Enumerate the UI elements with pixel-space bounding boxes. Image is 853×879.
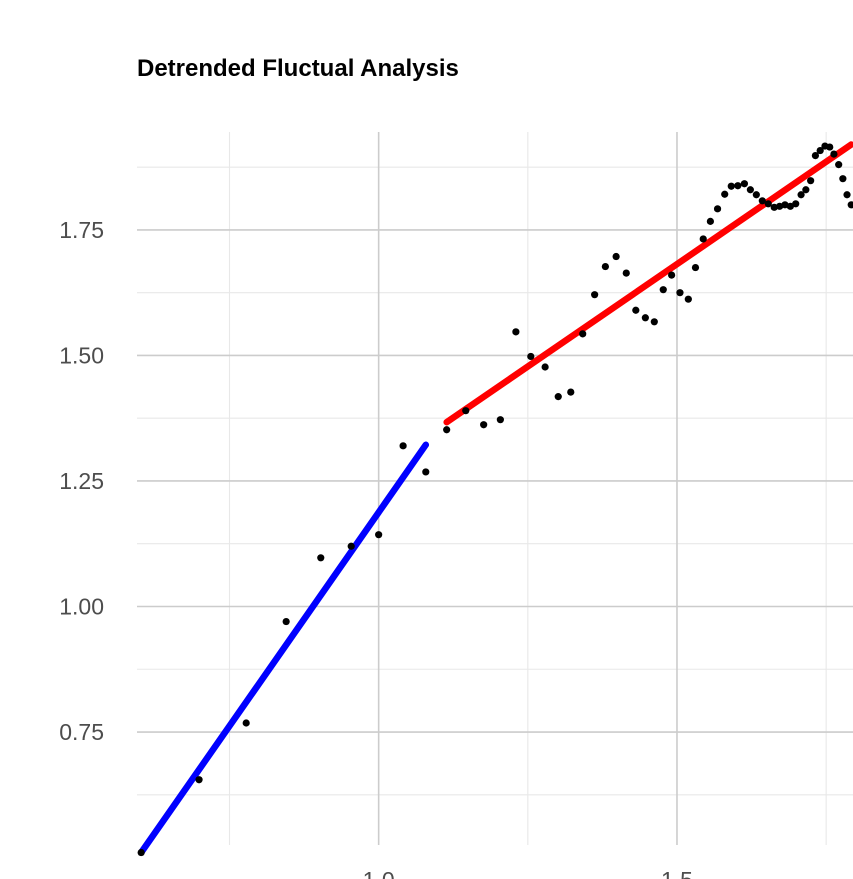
data-point bbox=[282, 617, 290, 626]
data-point bbox=[601, 262, 609, 271]
data-point bbox=[713, 205, 722, 213]
data-point bbox=[786, 202, 794, 210]
data-point bbox=[462, 407, 470, 415]
y-tick-label: 1.25 bbox=[59, 468, 104, 494]
data-point bbox=[541, 363, 549, 371]
data-point bbox=[317, 554, 325, 562]
data-point bbox=[816, 146, 824, 155]
data-point bbox=[443, 426, 451, 434]
data-point bbox=[375, 531, 383, 539]
data-point bbox=[650, 318, 658, 326]
data-point bbox=[807, 177, 815, 185]
data-point bbox=[830, 150, 838, 158]
data-point bbox=[752, 191, 760, 199]
fit-lines bbox=[137, 141, 853, 856]
x-tick-label: 1.5 bbox=[661, 867, 693, 879]
data-point bbox=[512, 328, 520, 336]
data-point bbox=[641, 314, 649, 322]
data-point bbox=[740, 180, 749, 188]
data-point bbox=[847, 201, 853, 209]
y-tick-label: 1.00 bbox=[59, 593, 104, 619]
data-point bbox=[242, 719, 250, 727]
data-point bbox=[676, 289, 684, 297]
fit-line-red bbox=[443, 141, 853, 426]
data-point bbox=[137, 848, 145, 857]
data-point bbox=[668, 271, 676, 279]
data-point bbox=[554, 393, 562, 401]
data-point bbox=[659, 286, 667, 294]
data-point bbox=[579, 330, 587, 338]
data-point bbox=[839, 175, 847, 183]
data-point bbox=[612, 252, 620, 261]
y-axis-tick-labels: 0.75 1.00 1.25 1.50 1.75 bbox=[59, 217, 104, 745]
data-point bbox=[764, 200, 772, 208]
y-tick-label: 1.75 bbox=[59, 217, 104, 243]
data-point bbox=[422, 468, 430, 476]
data-point bbox=[496, 416, 504, 424]
x-axis-tick-labels: 1.0 1.5 bbox=[363, 867, 693, 879]
data-point bbox=[706, 217, 714, 225]
data-point bbox=[758, 197, 766, 205]
data-point bbox=[684, 295, 692, 303]
data-point bbox=[699, 235, 707, 243]
data-point bbox=[347, 542, 355, 550]
data-point bbox=[802, 186, 810, 194]
data-point bbox=[811, 151, 820, 160]
data-point bbox=[567, 388, 575, 396]
data-point bbox=[632, 306, 640, 314]
data-point bbox=[770, 203, 778, 211]
data-point bbox=[792, 200, 800, 208]
chart-title: Detrended Fluctual Analysis bbox=[137, 55, 459, 82]
data-point bbox=[746, 186, 754, 194]
data-point bbox=[826, 143, 834, 151]
data-points bbox=[137, 142, 853, 857]
data-point bbox=[622, 269, 630, 277]
data-point bbox=[399, 442, 407, 450]
grid-minor-lines bbox=[137, 132, 853, 845]
y-tick-label: 1.50 bbox=[59, 342, 104, 368]
data-point bbox=[591, 291, 599, 299]
y-tick-label: 0.75 bbox=[59, 719, 104, 745]
data-point bbox=[797, 191, 805, 199]
data-point bbox=[480, 421, 488, 429]
data-point bbox=[721, 190, 729, 198]
grid-major-lines bbox=[137, 132, 853, 845]
data-point bbox=[691, 263, 700, 272]
data-point bbox=[727, 182, 735, 190]
fit-line-blue bbox=[137, 441, 430, 856]
data-point bbox=[835, 161, 843, 169]
x-tick-label: 1.0 bbox=[363, 867, 395, 879]
data-point bbox=[843, 191, 851, 199]
data-point bbox=[734, 182, 742, 190]
data-point bbox=[527, 352, 535, 361]
data-point bbox=[195, 776, 203, 784]
